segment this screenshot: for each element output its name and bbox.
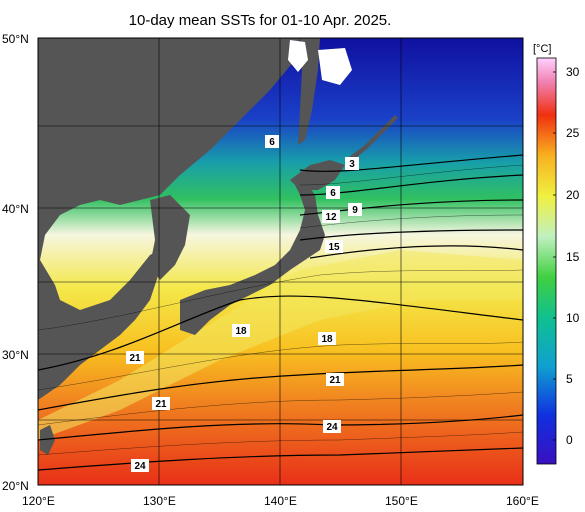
contour-label: 18 (318, 332, 336, 345)
map-title: 10-day mean SSTs for 01-10 Apr. 2025. (128, 12, 392, 29)
lon-label-140: 140°E (264, 494, 297, 508)
lat-label-30: 30°N (2, 348, 29, 362)
colorbar-tick: 0 (566, 433, 573, 447)
lon-label-160: 160°E (506, 494, 539, 508)
colorbar-tick: 20 (566, 188, 580, 202)
svg-text:24: 24 (134, 461, 146, 472)
svg-text:24: 24 (326, 422, 338, 433)
svg-text:15: 15 (328, 242, 340, 253)
land-korea (150, 195, 190, 280)
lat-label-50: 50°N (2, 32, 29, 46)
contour-label: 21 (152, 397, 170, 410)
svg-text:6: 6 (269, 137, 275, 148)
svg-text:21: 21 (329, 375, 341, 386)
land-japan (180, 180, 325, 335)
contour-label: 18 (232, 324, 250, 337)
colorbar-unit: [°C] (533, 43, 552, 55)
lat-label-20: 20°N (2, 479, 29, 493)
contour-label: 9 (348, 203, 362, 216)
lon-label-130: 130°E (143, 494, 176, 508)
colorbar-tick: 10 (566, 311, 580, 325)
svg-text:12: 12 (325, 212, 337, 223)
contour-label: 12 (322, 210, 340, 223)
colorbar (536, 57, 557, 465)
colorbar-tick: 25 (566, 126, 580, 140)
contour-label: 6 (265, 135, 279, 148)
svg-text:3: 3 (349, 159, 355, 170)
svg-text:21: 21 (129, 353, 141, 364)
contour-label: 3 (345, 157, 359, 170)
svg-text:9: 9 (352, 205, 358, 216)
contour-label: 24 (131, 459, 149, 472)
lon-label-150: 150°E (385, 494, 418, 508)
svg-text:18: 18 (235, 326, 247, 337)
colorbar-tick: 15 (566, 250, 580, 264)
contour-label: 6 (326, 186, 340, 199)
contour-label: 15 (325, 240, 343, 253)
svg-text:6: 6 (330, 188, 336, 199)
contour-label: 21 (126, 351, 144, 364)
colorbar-tick: 30 (566, 65, 580, 79)
contour-label: 21 (326, 373, 344, 386)
lat-label-40: 40°N (2, 202, 29, 216)
svg-text:18: 18 (321, 334, 333, 345)
land-asia (38, 38, 300, 400)
svg-text:21: 21 (155, 399, 167, 410)
colorbar-tick: 5 (566, 372, 573, 386)
lon-label-120: 120°E (22, 494, 55, 508)
contour-label: 24 (323, 420, 341, 433)
